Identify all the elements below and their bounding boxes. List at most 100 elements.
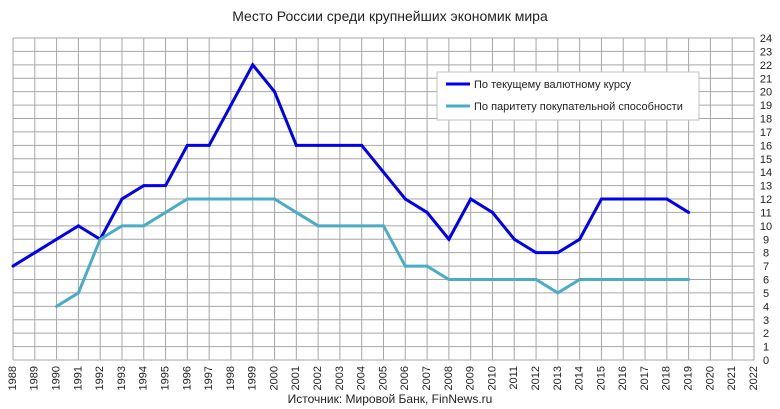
data-point — [120, 224, 124, 228]
x-tick-label: 1995 — [159, 366, 171, 390]
x-tick-label: 2001 — [290, 366, 302, 390]
x-tick-label: 2012 — [530, 366, 542, 390]
data-point — [273, 90, 277, 94]
data-point — [11, 264, 15, 268]
x-tick-label: 2000 — [268, 366, 280, 390]
data-point — [207, 143, 211, 147]
data-point — [229, 197, 233, 201]
data-point — [425, 264, 429, 268]
x-tick-label: 1998 — [225, 366, 237, 390]
data-point — [665, 197, 669, 201]
series-line-0 — [12, 62, 690, 268]
data-point — [382, 224, 385, 228]
x-tick-label: 1996 — [181, 366, 193, 390]
x-tick-label: 2016 — [617, 366, 629, 390]
x-tick-label: 2007 — [421, 366, 433, 390]
x-tick-label: 2019 — [683, 366, 695, 390]
x-tick-label: 2004 — [356, 366, 368, 390]
data-point — [33, 251, 37, 255]
y-tick-label: 6 — [763, 275, 769, 287]
y-tick-label: 0 — [763, 355, 769, 367]
data-point — [207, 197, 211, 201]
y-tick-label: 23 — [760, 46, 772, 58]
data-point — [76, 224, 80, 228]
y-tick-label: 11 — [760, 207, 771, 219]
data-point — [512, 237, 516, 241]
legend-label-ppp: По паритету покупательной способности — [474, 101, 683, 113]
y-tick-label: 19 — [760, 100, 772, 112]
y-tick-label: 9 — [763, 234, 769, 246]
data-point — [360, 224, 364, 228]
y-tick-label: 12 — [760, 194, 772, 206]
data-point — [316, 143, 320, 147]
x-tick-label: 2014 — [574, 366, 586, 390]
y-tick-label: 2 — [763, 328, 769, 340]
data-point — [185, 143, 189, 147]
x-tick-label: 2017 — [639, 366, 651, 390]
data-point — [251, 197, 255, 201]
data-point — [382, 170, 385, 174]
data-point — [164, 184, 168, 188]
data-point — [469, 197, 473, 201]
data-point — [120, 197, 124, 201]
data-point — [490, 210, 494, 214]
x-tick-label: 1992 — [94, 366, 106, 390]
data-point — [403, 264, 407, 268]
data-point — [599, 197, 603, 201]
x-tick-label: 1994 — [138, 366, 150, 390]
legend-box — [436, 71, 700, 121]
x-tick-label: 2009 — [465, 366, 477, 390]
data-point — [403, 197, 407, 201]
data-point — [687, 278, 691, 281]
data-point — [447, 237, 451, 241]
chart-title: Место России среди крупнейших экономик м… — [232, 8, 548, 24]
x-tick-label: 2020 — [704, 366, 716, 390]
series-lines — [11, 62, 691, 308]
data-point — [687, 210, 691, 214]
data-point — [142, 224, 146, 228]
x-tick-label: 1999 — [247, 366, 259, 390]
y-tick-label: 17 — [760, 127, 772, 139]
legend-label-current-rate: По текущему валютному курсу — [474, 79, 632, 91]
x-tick-label: 2015 — [595, 366, 607, 390]
y-tick-label: 14 — [760, 167, 772, 179]
y-tick-label: 5 — [763, 288, 769, 300]
data-point — [556, 251, 560, 255]
y-tick-label: 15 — [760, 154, 772, 166]
x-tick-label: 2011 — [508, 366, 520, 390]
data-point — [643, 278, 647, 281]
data-point — [425, 210, 429, 214]
y-tick-label: 3 — [763, 315, 769, 327]
data-point — [229, 103, 233, 107]
x-tick-label: 1991 — [72, 366, 84, 390]
x-tick-label: 2006 — [399, 366, 411, 390]
y-tick-label: 10 — [760, 221, 772, 233]
x-tick-label: 2022 — [748, 366, 760, 390]
x-tick-label: 1990 — [50, 366, 62, 390]
y-tick-label: 18 — [760, 114, 772, 126]
data-point — [251, 63, 255, 67]
y-tick-label: 13 — [760, 181, 772, 193]
x-tick-label: 1997 — [203, 366, 215, 390]
data-point — [338, 143, 342, 147]
data-point — [578, 278, 582, 281]
y-tick-label: 7 — [763, 261, 769, 273]
data-point — [534, 251, 538, 255]
y-tick-label: 21 — [760, 73, 772, 85]
y-tick-label: 24 — [760, 33, 772, 45]
x-tick-label: 1988 — [7, 366, 19, 390]
source-caption: Источник: Мировой Банк, FinNews.ru — [288, 392, 493, 406]
data-point — [273, 197, 277, 201]
data-point — [316, 224, 320, 228]
data-point — [578, 237, 582, 241]
data-point — [76, 291, 80, 295]
x-tick-label: 1989 — [29, 366, 41, 390]
data-point — [98, 237, 102, 241]
y-tick-label: 4 — [763, 301, 769, 313]
x-tick-label: 1993 — [116, 366, 128, 390]
x-axis-tick-labels: 1988 1989 1990 1991 1992 1993 1994 1995 1996 1997… — [7, 366, 760, 390]
x-tick-label: 2010 — [486, 366, 498, 390]
